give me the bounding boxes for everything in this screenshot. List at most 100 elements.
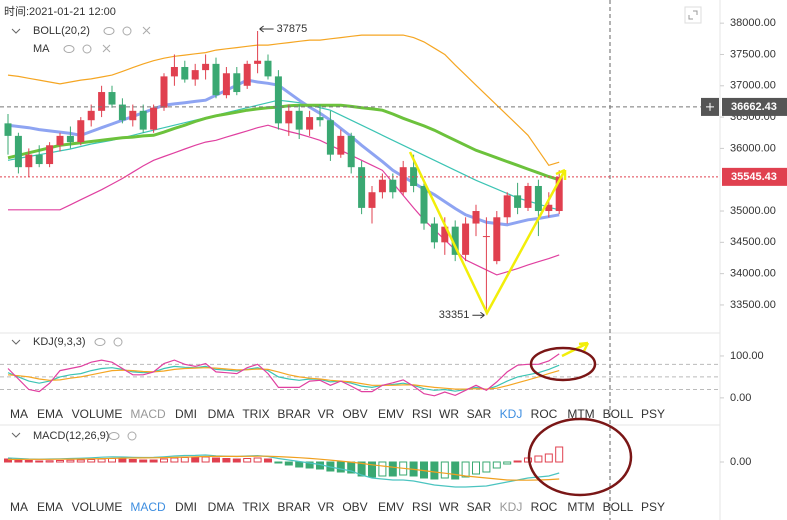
indicator-line	[7, 99, 560, 211]
candle-body	[358, 167, 366, 208]
collapse-icon[interactable]	[11, 28, 21, 34]
y-tick-label: 0.00	[730, 456, 751, 468]
legend-ma: MA	[33, 43, 50, 55]
macd-bar	[357, 461, 366, 477]
indicator-tab[interactable]: TRIX	[242, 407, 269, 421]
indicator-tab[interactable]: TRIX	[242, 500, 269, 514]
indicator-tab[interactable]: MA	[10, 500, 28, 514]
indicator-tab[interactable]: MACD	[130, 407, 166, 421]
candle-body	[378, 179, 386, 193]
macd-bar	[149, 459, 158, 463]
macd-bar	[555, 446, 564, 463]
indicator-tab[interactable]: BOLL	[603, 500, 634, 514]
candle-body	[202, 63, 210, 71]
candle-body	[451, 226, 459, 255]
y-tick-label: 100.00	[730, 350, 764, 362]
macd-bar	[274, 461, 283, 464]
indicator-tab[interactable]: SAR	[467, 500, 492, 514]
candle-body	[108, 92, 116, 105]
macd-bar	[118, 458, 127, 463]
candle-body	[493, 217, 501, 262]
indicator-tab[interactable]: MTM	[567, 500, 594, 514]
indicator-tab[interactable]: VOLUME	[72, 500, 123, 514]
macd-bar	[253, 457, 262, 463]
collapse-icon[interactable]	[11, 432, 21, 438]
indicator-tab[interactable]: RSI	[412, 407, 432, 421]
indicator-tab[interactable]: VOLUME	[72, 407, 123, 421]
candle-body	[233, 73, 241, 93]
indicator-tab[interactable]: DMI	[175, 407, 197, 421]
indicator-tab[interactable]: DMA	[208, 500, 235, 514]
indicator-tab[interactable]: EMV	[378, 407, 404, 421]
indicator-tab[interactable]: VR	[318, 407, 335, 421]
candle-body	[170, 66, 178, 77]
indicator-tab[interactable]: KDJ	[500, 500, 523, 514]
fullscreen-icon[interactable]	[684, 6, 702, 24]
candle-body	[503, 195, 511, 218]
indicator-tab[interactable]: SAR	[467, 407, 492, 421]
indicator-tab[interactable]: WR	[439, 500, 459, 514]
macd-bar	[461, 461, 470, 478]
macd-bar	[139, 459, 148, 463]
indicator-tab[interactable]: VR	[318, 500, 335, 514]
candle-body	[264, 60, 272, 77]
candle-body	[430, 223, 438, 243]
crosshair-price: 36662.43	[731, 101, 777, 113]
indicator-tab[interactable]: OBV	[342, 500, 367, 514]
collapse-icon[interactable]	[11, 339, 21, 345]
candle-body	[14, 135, 22, 168]
legend-icons[interactable]	[63, 26, 151, 54]
indicator-tab[interactable]: ROC	[531, 500, 558, 514]
macd-bar	[108, 458, 116, 463]
indicator-tab[interactable]: ROC	[531, 407, 558, 421]
y-tick-label: 34500.00	[730, 236, 776, 248]
indicator-tab[interactable]: BRAR	[277, 407, 311, 421]
indicator-tab[interactable]: EMA	[37, 407, 63, 421]
candle-body	[35, 154, 43, 165]
macd-bar	[201, 456, 210, 463]
indicator-tab[interactable]: MA	[10, 407, 28, 421]
candle-body	[160, 76, 168, 108]
indicator-tab[interactable]: MTM	[567, 407, 594, 421]
macd-bar	[66, 459, 75, 463]
indicator-tab[interactable]: MACD	[130, 500, 166, 514]
candle-body	[87, 110, 95, 121]
indicator-tab[interactable]: OBV	[342, 407, 367, 421]
indicator-tab[interactable]: PSY	[641, 407, 665, 421]
price-tag	[722, 167, 787, 186]
macd-bar	[56, 460, 64, 463]
legend-icons[interactable]	[108, 431, 137, 441]
indicator-tab[interactable]: KDJ	[500, 407, 523, 421]
macd-bar	[76, 459, 85, 463]
legend-boll: BOLL(20,2)	[33, 25, 90, 37]
indicator-tab[interactable]: WR	[439, 407, 459, 421]
candle-body	[46, 145, 54, 165]
indicator-tab[interactable]: PSY	[641, 500, 665, 514]
price-tag	[722, 97, 787, 116]
indicator-line	[7, 353, 560, 397]
legend-icons[interactable]	[94, 337, 123, 347]
y-tick-label: 35000.00	[730, 205, 776, 217]
macd-bar	[232, 458, 241, 463]
indicator-line	[7, 454, 560, 488]
indicator-tab[interactable]: BOLL	[603, 407, 634, 421]
macd-bar	[472, 461, 480, 475]
macd-bar	[212, 457, 220, 463]
circle-drawing[interactable]	[527, 417, 633, 497]
indicator-tab[interactable]: DMA	[208, 407, 235, 421]
trend-drawing[interactable]	[408, 151, 567, 316]
candle-body	[243, 63, 251, 86]
indicator-tab[interactable]: EMV	[378, 500, 404, 514]
time-label: 时间:2021-01-21 12:00	[4, 5, 116, 18]
indicator-tab[interactable]: EMA	[37, 500, 63, 514]
candle-body	[295, 110, 303, 130]
indicator-tab[interactable]: DMI	[175, 500, 197, 514]
candle-body	[337, 135, 345, 155]
circle-drawing[interactable]	[529, 346, 597, 382]
macd-bar	[534, 455, 543, 463]
macd-bar	[45, 460, 54, 463]
macd-bar	[388, 461, 397, 477]
indicator-tab[interactable]: BRAR	[277, 500, 311, 514]
candle-body	[139, 110, 147, 130]
indicator-tab[interactable]: RSI	[412, 500, 432, 514]
